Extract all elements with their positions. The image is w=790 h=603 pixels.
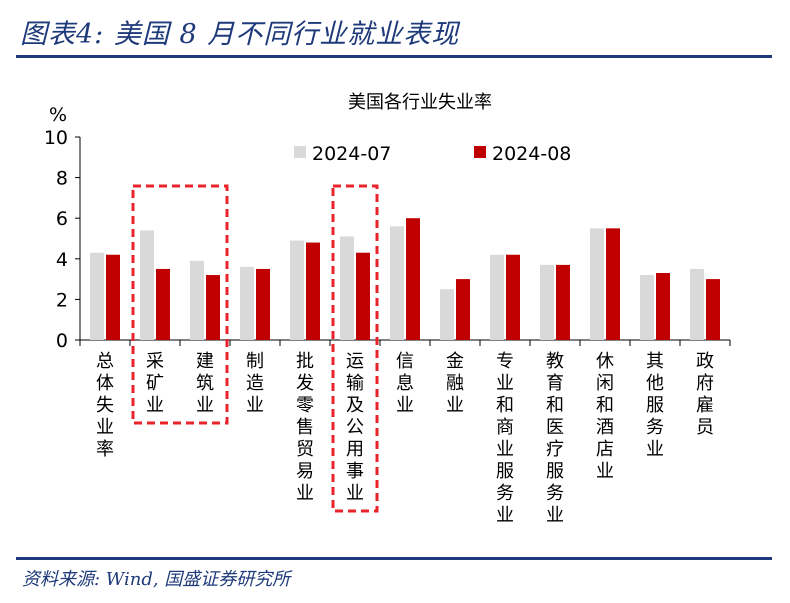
bar-2024-07-1 [140, 230, 154, 340]
bar-2024-08-12 [706, 279, 720, 340]
chart-title: 美国各行业失业率 [348, 92, 492, 113]
y-tick-label: 2 [56, 289, 68, 311]
x-tick-label: 教育和医疗服务业 [546, 351, 564, 526]
x-tick-label: 建筑业 [196, 351, 214, 416]
source-rule [16, 557, 772, 560]
x-tick-label: 采矿业 [146, 351, 164, 416]
x-tick-label: 政府雇员 [696, 351, 714, 438]
bar-2024-08-0 [106, 254, 120, 340]
legend-label: 2024-07 [312, 143, 391, 165]
y-tick-label: 6 [56, 208, 68, 230]
bar-2024-08-1 [156, 268, 170, 340]
y-tick-label: 0 [56, 330, 68, 352]
source-note: 资料来源: Wind, 国盛证券研究所 [22, 569, 291, 590]
bar-2024-07-2 [190, 260, 204, 340]
bar-2024-07-12 [690, 268, 704, 340]
y-tick-label: 8 [56, 168, 68, 190]
bar-2024-07-8 [490, 254, 504, 340]
x-tick-label: 休闲和酒店业 [596, 351, 614, 482]
bar-2024-07-4 [290, 240, 304, 340]
bar-2024-07-11 [640, 275, 654, 340]
bar-2024-07-9 [540, 264, 554, 340]
bar-2024-08-6 [406, 218, 420, 340]
bar-2024-08-10 [606, 228, 620, 340]
bar-2024-08-11 [656, 273, 670, 340]
x-tick-label: 批发零售贸易业 [296, 351, 314, 504]
bar-2024-08-2 [206, 275, 220, 340]
bar-2024-07-5 [340, 236, 354, 340]
figure-title: 图表4: 美国 8 月不同行业就业表现 [20, 19, 460, 50]
x-tick-label: 其他服务业 [646, 351, 664, 460]
highlight-box-1 [331, 184, 379, 513]
legend-swatch [474, 146, 486, 158]
y-axis-label: % [49, 104, 67, 126]
bar-2024-08-4 [306, 242, 320, 340]
x-tick-label: 专业和商业服务业 [496, 351, 514, 526]
bar-2024-07-3 [240, 266, 254, 340]
title-rule [16, 55, 772, 58]
y-tick-label: 4 [56, 249, 68, 271]
bar-2024-08-9 [556, 264, 570, 340]
bar-2024-08-5 [356, 252, 370, 340]
bar-2024-07-7 [440, 289, 454, 340]
x-tick-label: 运输及公用事业 [346, 351, 364, 504]
x-tick-label: 总体失业率 [96, 351, 114, 460]
legend-swatch [294, 146, 306, 158]
bar-2024-07-10 [590, 228, 604, 340]
legend-label: 2024-08 [492, 143, 571, 165]
x-tick-label: 制造业 [246, 351, 264, 416]
bar-2024-07-6 [390, 226, 404, 340]
bar-2024-08-8 [506, 254, 520, 340]
bar-2024-08-7 [456, 279, 470, 340]
x-tick-label: 信息业 [396, 351, 414, 416]
bar-2024-07-0 [90, 252, 104, 340]
highlight-box-0 [131, 184, 229, 425]
bar-2024-08-3 [256, 268, 270, 340]
y-tick-label: 10 [44, 127, 68, 149]
x-tick-label: 金融业 [446, 351, 464, 416]
